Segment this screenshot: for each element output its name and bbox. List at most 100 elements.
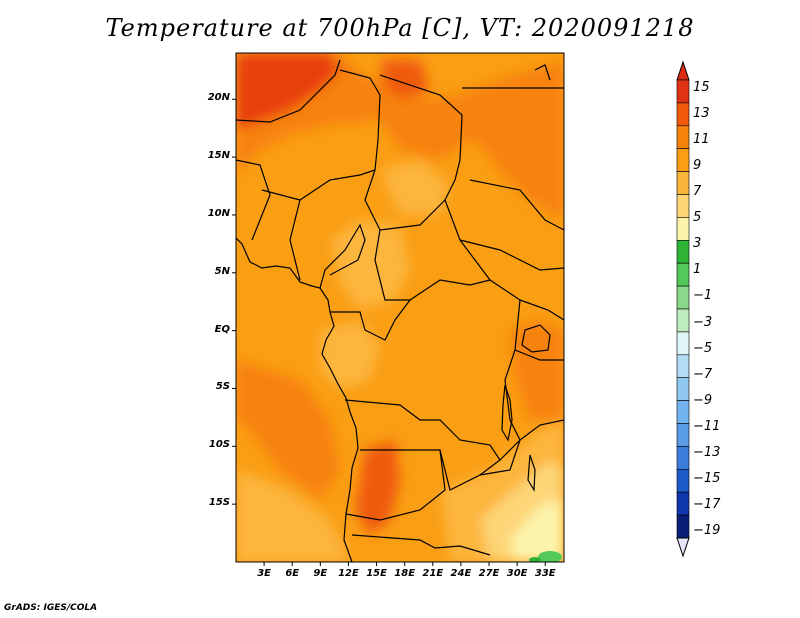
colorbar-segment — [676, 354, 690, 378]
colorbar-label: −13 — [693, 444, 721, 460]
colorbar-top-arrow — [676, 60, 690, 81]
border-mali-burkina — [236, 159, 271, 241]
border-kenya-tanzania — [519, 299, 564, 321]
border-north-2 — [339, 69, 381, 171]
colorbar-segment — [676, 262, 690, 287]
lon-label: 3E — [257, 568, 271, 579]
hot-region-north — [236, 53, 340, 130]
border-mozambique — [519, 419, 564, 441]
lat-label: EQ — [214, 323, 230, 335]
colorbar-label: 15 — [693, 80, 710, 95]
colorbar-segment — [676, 331, 690, 356]
colorbar-segment — [676, 285, 690, 310]
border-nigeria — [289, 169, 376, 281]
colorbar-segment — [676, 240, 690, 264]
border-east-ethiopia — [469, 179, 564, 231]
lon-label: 33E — [534, 568, 556, 579]
lon-label: 27E — [478, 568, 500, 579]
warm-region-sw — [236, 360, 340, 500]
coastline-west-africa — [236, 237, 359, 562]
colorbar-segment — [676, 514, 690, 539]
border-tanzania — [514, 349, 564, 361]
colorbar-label: −7 — [693, 366, 713, 382]
coolest-region-se — [510, 500, 564, 562]
country-borders — [236, 59, 564, 562]
temperature-field — [236, 53, 564, 562]
colorbar-bottom-arrow — [676, 537, 690, 558]
map-frame — [235, 52, 565, 563]
border-namibia — [351, 534, 491, 556]
colorbar-label: −11 — [693, 418, 721, 434]
colorbar-segment — [676, 102, 690, 127]
colorbar-segment — [676, 217, 690, 241]
mild-region-gabon — [320, 320, 380, 390]
border-angola — [345, 449, 446, 521]
colorbar-label: −5 — [693, 340, 713, 356]
colorbar — [676, 60, 690, 558]
nile-delta — [534, 64, 551, 81]
hot-region-ne — [380, 60, 430, 100]
border-sudan-east — [444, 179, 491, 281]
border-drc-south — [344, 399, 501, 476]
colorbar-label: 9 — [693, 158, 702, 174]
lake-victoria — [521, 324, 551, 353]
colorbar-segment — [676, 79, 690, 104]
lat-label: 10N — [207, 207, 230, 219]
colorbar-label: 13 — [693, 106, 710, 122]
colorbar-label: 7 — [693, 184, 702, 200]
lat-label: 15S — [208, 497, 230, 509]
lat-label: 20N — [207, 92, 230, 104]
lon-label: 24E — [450, 568, 472, 579]
lon-label: 12E — [338, 568, 359, 579]
colorbar-label: −1 — [693, 288, 713, 304]
colorbar-label: −17 — [693, 496, 721, 512]
lake-tanganyika — [501, 384, 513, 442]
lat-label: 10S — [208, 439, 230, 451]
lon-label: 15E — [366, 568, 387, 579]
green-patch-se — [538, 551, 562, 562]
colorbar-label: 3 — [693, 236, 702, 252]
cool-region-south — [236, 470, 350, 562]
colorbar-label: 1 — [693, 262, 702, 278]
grads-credit: GrADS: IGES/COLA — [4, 603, 98, 613]
border-north-1 — [236, 59, 341, 123]
lon-label: 18E — [394, 568, 416, 579]
colorbar-segment — [676, 148, 690, 172]
axis-ticks — [232, 98, 546, 566]
border-zambia — [439, 439, 521, 491]
colorbar-segment — [676, 423, 690, 447]
lat-label: 5N — [214, 265, 230, 277]
lon-label: 21E — [422, 568, 444, 579]
lake-malawi — [527, 454, 536, 493]
lon-label: 9E — [313, 568, 328, 579]
green-patch-se-2 — [529, 557, 541, 562]
border-libya-sudan — [379, 74, 463, 181]
warm-region-angola — [355, 440, 400, 535]
colorbar-label: −15 — [693, 470, 721, 486]
lat-label: 15N — [207, 150, 230, 162]
colorbar-segment — [676, 491, 690, 516]
lon-label: 30E — [506, 568, 528, 579]
mild-region-chad — [380, 160, 450, 215]
colorbar-segment — [676, 400, 690, 424]
warm-region-east — [470, 75, 564, 220]
colorbar-segment — [676, 377, 690, 401]
colorbar-label: −9 — [693, 392, 713, 408]
colorbar-segment — [676, 446, 690, 470]
map-title: Temperature at 700hPa [C], VT: 202009121… — [105, 14, 695, 42]
colorbar-label: −3 — [693, 314, 713, 330]
colorbar-segment — [676, 308, 690, 333]
colorbar-segment — [676, 194, 690, 218]
colorbar-segment — [676, 171, 690, 195]
border-south-sudan — [459, 239, 564, 271]
colorbar-segment — [676, 125, 690, 150]
border-congo-gabon — [330, 299, 411, 341]
colorbar-label: 5 — [693, 210, 702, 226]
colorbar-label: 11 — [693, 132, 710, 148]
colorbar-segment — [676, 468, 690, 493]
lon-label: 6E — [285, 568, 300, 579]
colorbar-label: −19 — [693, 523, 721, 538]
lat-label: 5S — [215, 381, 230, 393]
warm-region-lakes — [510, 320, 564, 420]
